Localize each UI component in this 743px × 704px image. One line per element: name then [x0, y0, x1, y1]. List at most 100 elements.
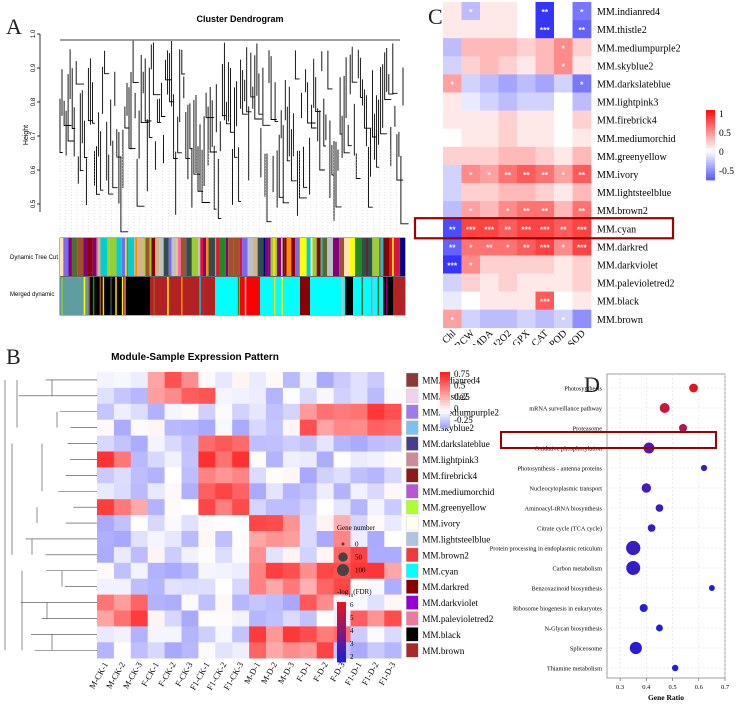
expression-cell — [249, 483, 267, 500]
dotplot-xtick: 0.6 — [695, 684, 704, 691]
tree-cut-segment — [225, 238, 229, 276]
correlation-cell — [572, 2, 592, 21]
correlation-cell — [535, 219, 555, 238]
expression-cell — [266, 515, 284, 532]
merged-module-stripe — [341, 277, 344, 315]
correlation-cell — [535, 309, 555, 329]
tree-cut-segment — [116, 238, 122, 276]
heatmap-c-row-label: MM.brown2 — [597, 206, 648, 217]
correlation-cell — [498, 201, 518, 220]
expression-cell — [333, 499, 351, 516]
correlation-cell — [443, 291, 462, 310]
pathway-label: Photosynthesis - antenna proteins — [518, 466, 603, 473]
expression-cell — [367, 372, 385, 389]
legend-b-gradient-step — [440, 388, 450, 392]
expression-cell — [367, 451, 385, 468]
module-trait-heatmap: * ** **** ***** ** * ** ** ** * *** * ** ** **** *** ***… — [413, 2, 734, 345]
legend-c-gradient-step — [706, 127, 715, 131]
correlation-cell — [498, 146, 518, 166]
expression-cell — [215, 467, 233, 484]
expression-cell — [215, 403, 233, 420]
expression-cell — [333, 403, 351, 420]
expression-cell — [215, 515, 233, 532]
expression-cell — [232, 387, 250, 405]
expression-cell — [249, 626, 267, 643]
correlation-cell — [517, 74, 536, 93]
expression-cell — [266, 626, 284, 643]
tree-cut-segment — [299, 238, 307, 276]
dendrogram-ylabel: Height — [23, 125, 30, 145]
expression-cell — [282, 372, 301, 389]
tree-cut-segment — [399, 238, 405, 276]
expression-cell — [333, 578, 351, 595]
expression-cell — [97, 419, 115, 436]
expression-cell — [130, 578, 148, 595]
expression-cell — [164, 531, 182, 548]
color-legend-step — [337, 626, 346, 630]
legend-b-gradient-step — [440, 408, 450, 412]
expression-cell — [299, 451, 317, 468]
expression-cell — [181, 515, 199, 532]
tree-cut-segment — [121, 238, 126, 276]
expression-cell — [232, 642, 250, 659]
expression-cell — [130, 546, 148, 564]
correlation-cell — [498, 110, 518, 129]
legend-c-gradient-step — [706, 133, 715, 137]
correlation-cell — [572, 237, 592, 256]
correlation-cell — [461, 237, 481, 256]
expression-cell — [350, 451, 368, 468]
significance-stars: ** — [541, 170, 548, 180]
correlation-cell — [572, 273, 592, 292]
merged-module-stripe — [153, 277, 155, 315]
expression-cell — [384, 499, 402, 516]
correlation-cell — [572, 309, 592, 329]
tree-cut-segment — [135, 238, 138, 276]
expression-cell — [367, 403, 385, 420]
expression-cell — [299, 642, 317, 659]
module-color-swatch — [406, 595, 419, 610]
expression-cell — [232, 546, 250, 564]
tree-cut-segment — [282, 238, 285, 276]
tree-cut-segment — [239, 238, 243, 276]
expression-cell — [384, 387, 402, 405]
module-color-swatch — [406, 468, 419, 483]
expression-cell — [333, 372, 351, 389]
expression-cell — [299, 387, 317, 405]
tree-cut-segment — [312, 238, 317, 276]
expression-cell — [97, 594, 115, 611]
expression-cell — [266, 419, 284, 436]
expression-cell — [333, 483, 351, 500]
tree-cut-segment — [383, 238, 390, 276]
expression-cell — [97, 372, 115, 389]
legend-b-gradient-step — [440, 402, 450, 406]
expression-cell — [130, 531, 148, 548]
kegg-enrichment-dotplot: Photosynthesis mRNA surveillance pathway P… — [337, 373, 730, 702]
correlation-cell — [554, 74, 573, 93]
expression-cell — [130, 626, 148, 643]
expression-cell — [181, 531, 199, 548]
expression-cell — [130, 435, 148, 452]
tree-cut-segment — [295, 238, 300, 276]
expression-cell — [147, 419, 165, 436]
expression-cell — [266, 578, 284, 595]
legend-c-gradient-step — [706, 136, 715, 140]
correlation-cell — [554, 128, 573, 148]
expression-cell — [181, 372, 199, 389]
significance-stars: ** — [578, 25, 585, 35]
expression-cell — [215, 499, 233, 516]
tree-cut-segment — [77, 238, 84, 276]
merged-module-stripe — [377, 277, 380, 315]
correlation-cell — [535, 74, 555, 93]
heatmap-b-row-label: MM.mediumpurple2 — [422, 407, 499, 417]
tree-cut-segment — [100, 238, 108, 276]
expression-cell — [147, 562, 165, 579]
expression-cell — [266, 387, 284, 405]
expression-cell — [367, 387, 385, 405]
tree-cut-segment — [145, 238, 150, 276]
heatmap-b-row-label: MM.palevioletred2 — [422, 614, 494, 624]
expression-cell — [198, 626, 216, 643]
color-legend-step — [337, 608, 346, 612]
merged-module-segment — [240, 277, 260, 315]
pathway-label: Spliceosome — [570, 646, 602, 653]
expression-cell — [97, 546, 115, 564]
